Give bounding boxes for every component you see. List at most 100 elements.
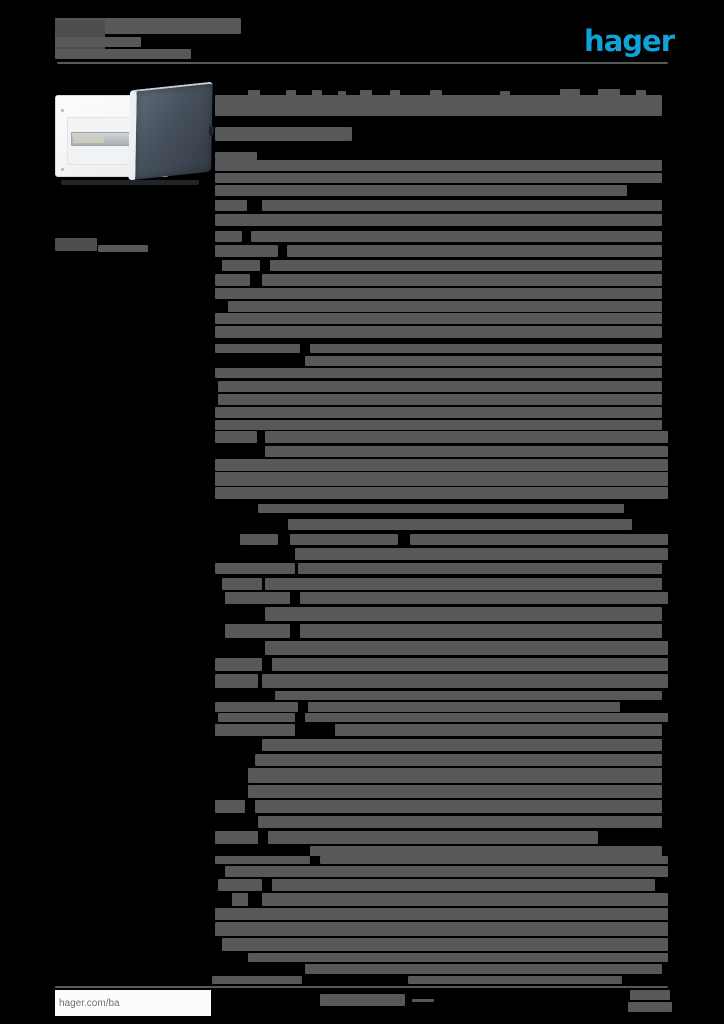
header-divider: [57, 62, 668, 64]
body-text-line: [270, 260, 662, 271]
title-ascender: [248, 90, 260, 96]
section-heading-redacted: [215, 127, 352, 141]
enclosure-door: [128, 81, 215, 181]
body-text-line: [305, 713, 668, 722]
attribute-label-redacted: [215, 702, 298, 712]
body-text-line: [215, 487, 668, 499]
body-text-line: [305, 964, 662, 974]
body-text-line: [305, 356, 662, 366]
attribute-label-redacted: [215, 152, 257, 160]
body-text-line: [310, 344, 662, 353]
body-text-line: [255, 754, 662, 766]
body-text-line: [215, 472, 668, 486]
body-text-line: [288, 519, 632, 530]
attribute-label-redacted: [215, 831, 258, 844]
body-text-line: [335, 724, 662, 736]
screw-icon: [61, 168, 64, 171]
body-text-line: [255, 800, 662, 813]
title-ascender: [560, 89, 580, 96]
attribute-label-redacted: [215, 800, 245, 813]
attribute-label-redacted: [218, 713, 295, 722]
body-text-line: [215, 326, 662, 338]
hager-logo: hager: [584, 24, 675, 58]
attribute-label-redacted: [215, 431, 257, 443]
title-ascender: [338, 91, 346, 96]
title-ascender: [312, 90, 322, 96]
body-text-line: [248, 768, 662, 783]
attribute-label-redacted: [215, 658, 262, 671]
body-text-line: [215, 368, 662, 378]
footer-link-text: hager.com/ba: [59, 997, 120, 1009]
body-text-line: [215, 288, 662, 299]
body-text-line: [287, 245, 662, 257]
footer-center-text: [320, 994, 405, 1006]
attribute-label-redacted: [215, 231, 242, 242]
body-text-line: [275, 691, 662, 700]
body-text-line: [265, 578, 662, 590]
attribute-label-redacted: [215, 200, 247, 211]
body-text-line: [215, 313, 662, 324]
body-text-line: [215, 407, 662, 418]
page-title-redacted: [215, 95, 662, 116]
attribute-label-redacted: [240, 534, 278, 545]
body-text-line: [262, 274, 662, 286]
title-ascender: [390, 90, 400, 96]
body-text-line: [262, 739, 662, 751]
body-text-line: [265, 431, 668, 443]
product-photo-enclosure: [55, 81, 215, 190]
body-text-line: [222, 938, 668, 951]
attribute-label-redacted: [225, 624, 290, 638]
attribute-label-redacted: [215, 563, 295, 574]
body-text-line: [308, 702, 620, 712]
attribute-label-redacted: [218, 879, 262, 891]
body-text-line: [408, 976, 622, 984]
body-text-line: [262, 893, 668, 906]
body-text-line: [218, 381, 662, 392]
body-text-line: [310, 846, 662, 856]
attribute-label-redacted: [215, 674, 258, 688]
body-text-line: [300, 624, 662, 638]
body-text-line: [258, 816, 662, 828]
door-handle: [208, 125, 215, 136]
attribute-label-redacted: [215, 856, 310, 864]
body-text-line: [228, 301, 662, 312]
body-text-line: [215, 908, 668, 920]
din-rail-terminals: [74, 135, 104, 143]
body-text-line: [265, 607, 662, 621]
title-ascender: [598, 89, 620, 96]
attribute-label-redacted: [232, 893, 248, 906]
body-text-line: [225, 866, 668, 877]
footer-page-number: [630, 990, 670, 1000]
attribute-label-redacted: [225, 592, 290, 604]
body-text-line: [272, 879, 655, 891]
margin-note-line: [55, 238, 97, 251]
footer-page-number: [628, 1002, 672, 1012]
attribute-label-redacted: [215, 274, 250, 286]
body-text-line: [215, 185, 627, 196]
product-shadow: [61, 180, 199, 185]
header-text-line: [55, 37, 141, 47]
body-text-line: [258, 504, 624, 513]
attribute-label-redacted: [215, 724, 295, 736]
body-text-line: [248, 785, 662, 798]
body-text-line: [215, 173, 662, 183]
body-text-line: [215, 214, 662, 226]
body-text-line: [265, 641, 668, 655]
footer-center-text: [412, 999, 434, 1002]
body-text-line: [215, 420, 662, 430]
body-text-line: [300, 592, 668, 604]
attribute-label-redacted: [222, 578, 262, 590]
body-text-line: [215, 160, 662, 171]
body-text-line: [262, 200, 662, 211]
body-text-line: [215, 922, 668, 936]
title-ascender: [636, 90, 646, 96]
body-text-line: [298, 563, 662, 574]
body-text-line: [320, 856, 668, 864]
body-text-line: [262, 674, 668, 688]
body-text-line: [251, 231, 662, 242]
attribute-label-redacted: [212, 976, 302, 984]
attribute-label-redacted: [222, 260, 260, 271]
title-ascender: [360, 90, 372, 96]
body-text-line: [295, 548, 668, 560]
title-ascender: [430, 90, 442, 96]
